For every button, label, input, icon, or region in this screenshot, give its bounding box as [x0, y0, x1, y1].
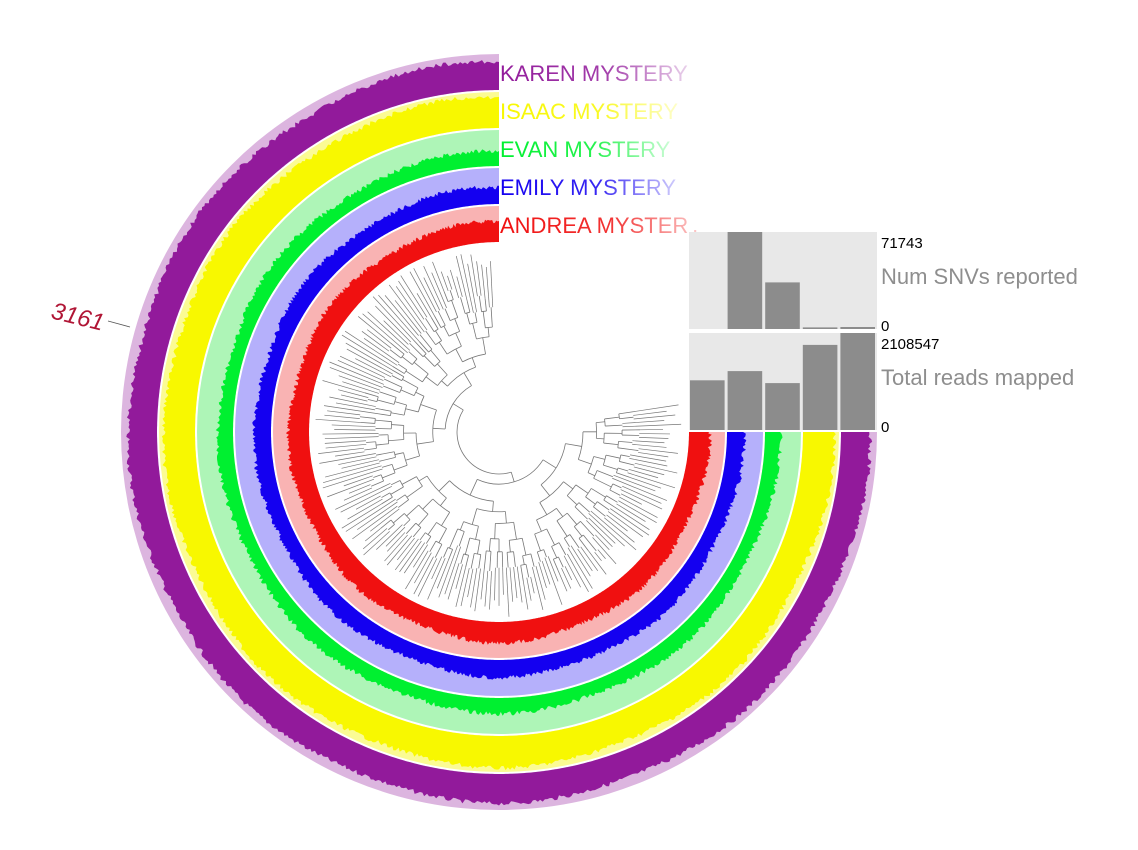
bar-chart-1[interactable]: 2108547 0 Total reads mapped — [689, 333, 1074, 436]
bar-min-label: 0 — [881, 419, 889, 436]
bar-max-label: 71743 — [881, 235, 923, 252]
bar-max-label: 2108547 — [881, 336, 939, 353]
layer-label-0[interactable]: KAREN MYSTERY — [500, 61, 688, 86]
bar-mark[interactable] — [802, 344, 838, 430]
layer-label-4[interactable]: ANDREA MYSTERY — [500, 213, 703, 238]
bar-mark[interactable] — [727, 232, 763, 329]
bar-chart-title: Num SNVs reported — [881, 264, 1078, 289]
layer-label-1[interactable]: ISAAC MYSTERY — [500, 99, 678, 124]
bar-mark[interactable] — [765, 383, 800, 430]
bar-mark[interactable] — [727, 371, 763, 430]
bar-mark[interactable] — [765, 282, 800, 329]
bar-chart-0[interactable]: 71743 0 Num SNVs reported — [689, 232, 1078, 335]
layer-labels: KAREN MYSTERY ISAAC MYSTERY EVAN MYSTERY EM… — [500, 55, 888, 238]
dendrogram — [315, 254, 682, 617]
bar-mark[interactable] — [840, 327, 875, 329]
bar-chart-title: Total reads mapped — [881, 365, 1074, 390]
selection-leader-line — [107, 320, 131, 328]
bar-mark[interactable] — [690, 380, 725, 430]
layer-label-2[interactable]: EVAN MYSTERY — [500, 137, 671, 162]
layer-label-3[interactable]: EMILY MYSTERY — [500, 175, 676, 200]
selection-label[interactable]: 3161 — [49, 298, 107, 337]
bar-mark[interactable] — [802, 327, 838, 329]
bar-min-label: 0 — [881, 318, 889, 335]
bar-mark[interactable] — [840, 333, 875, 430]
selection-marker[interactable]: 3161 — [49, 298, 131, 337]
